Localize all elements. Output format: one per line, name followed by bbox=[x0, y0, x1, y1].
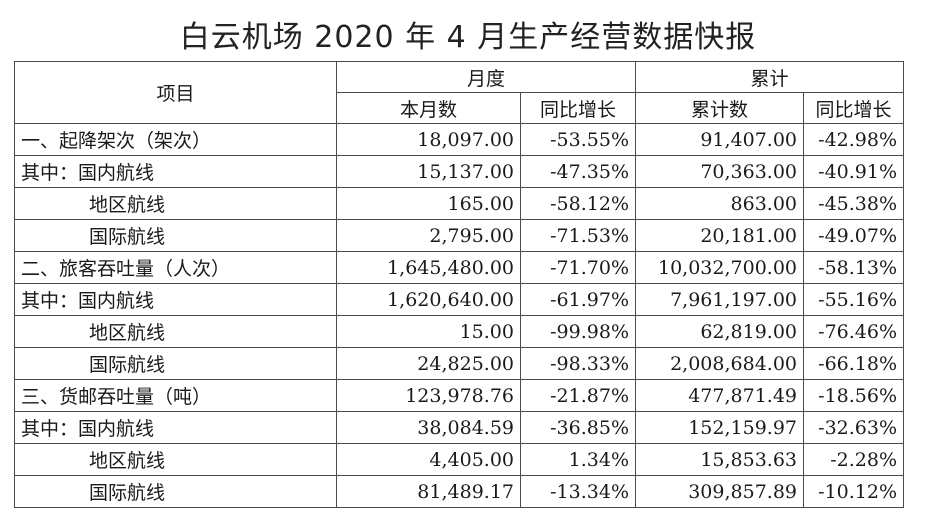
row-label: 其中：国内航线 bbox=[14, 283, 337, 316]
header-monthly: 月度 bbox=[335, 61, 637, 93]
row-label: 地区航线 bbox=[14, 315, 337, 348]
table-row: 其中：国内航线 38,084.59 -36.85% 152,159.97 -32.63% bbox=[14, 411, 905, 444]
row-label: 国际航线 bbox=[14, 475, 337, 508]
row-label: 地区航线 bbox=[14, 443, 337, 476]
cell-month-yoy: -47.35% bbox=[519, 155, 637, 188]
table-row: 国际航线 24,825.00 -98.33% 2,008,684.00 -66.18% bbox=[14, 347, 905, 380]
cell-this-month: 1,645,480.00 bbox=[336, 251, 521, 284]
table-row: 三、货邮吞吐量（吨） 123,978.76 -21.87% 477,871.49 -18… bbox=[14, 379, 905, 412]
table-row: 国际航线 81,489.17 -13.34% 309,857.89 -10.12% bbox=[14, 475, 905, 508]
cell-cumulative: 10,032,700.00 bbox=[635, 251, 805, 284]
page-title: 白云机场 2020 年 4 月生产经营数据快报 bbox=[179, 20, 757, 55]
cell-cum-yoy: -45.38% bbox=[803, 187, 905, 220]
cell-cum-yoy: -40.91% bbox=[803, 155, 905, 188]
cell-cum-yoy: -42.98% bbox=[803, 123, 905, 156]
table-row: 地区航线 4,405.00 1.34% 15,853.63 -2.28% bbox=[14, 443, 905, 476]
table-row: 一、起降架次（架次） 18,097.00 -53.55% 91,407.00 -42.9… bbox=[14, 123, 905, 156]
cell-cumulative: 477,871.49 bbox=[635, 379, 805, 412]
cell-this-month: 38,084.59 bbox=[336, 411, 521, 444]
cell-cum-yoy: -2.28% bbox=[803, 443, 905, 476]
cell-cumulative: 152,159.97 bbox=[635, 411, 805, 444]
cell-this-month: 15.00 bbox=[336, 315, 521, 348]
cell-month-yoy: -13.34% bbox=[519, 475, 637, 508]
table-row: 国际航线 2,795.00 -71.53% 20,181.00 -49.07% bbox=[14, 219, 905, 252]
header-this-month: 本月数 bbox=[336, 92, 521, 124]
cell-cumulative: 70,363.00 bbox=[635, 155, 805, 188]
row-label: 一、起降架次（架次） bbox=[14, 123, 337, 156]
cell-month-yoy: -53.55% bbox=[519, 123, 637, 156]
row-label: 国际航线 bbox=[14, 347, 337, 380]
table-body: 一、起降架次（架次） 18,097.00 -53.55% 91,407.00 -42.9… bbox=[14, 123, 905, 508]
cell-this-month: 24,825.00 bbox=[336, 347, 521, 380]
cell-cumulative: 309,857.89 bbox=[635, 475, 805, 508]
cell-this-month: 4,405.00 bbox=[336, 443, 521, 476]
cell-cumulative: 91,407.00 bbox=[635, 123, 805, 156]
header-item: 项目 bbox=[14, 61, 337, 124]
cell-cum-yoy: -49.07% bbox=[803, 219, 905, 252]
cell-cum-yoy: -18.56% bbox=[803, 379, 905, 412]
table-row: 其中：国内航线 15,137.00 -47.35% 70,363.00 -40.91% bbox=[14, 155, 905, 188]
cell-this-month: 165.00 bbox=[336, 187, 521, 220]
cell-month-yoy: -58.12% bbox=[519, 187, 637, 220]
row-label: 三、货邮吞吐量（吨） bbox=[14, 379, 337, 412]
row-label: 其中：国内航线 bbox=[14, 411, 337, 444]
cell-month-yoy: -21.87% bbox=[519, 379, 637, 412]
row-label: 国际航线 bbox=[14, 219, 337, 252]
table-row: 二、旅客吞吐量（人次） 1,645,480.00 -71.70% 10,032,700… bbox=[14, 251, 905, 284]
header-cum-yoy: 同比增长 bbox=[803, 92, 905, 124]
header-row-1: 项目 月度 累计 bbox=[14, 61, 905, 124]
cell-month-yoy: -71.53% bbox=[519, 219, 637, 252]
cell-cumulative: 62,819.00 bbox=[635, 315, 805, 348]
cell-cum-yoy: -32.63% bbox=[803, 411, 905, 444]
cell-month-yoy: -99.98% bbox=[519, 315, 637, 348]
header-month-yoy: 同比增长 bbox=[519, 92, 637, 124]
row-label: 地区航线 bbox=[14, 187, 337, 220]
table-header: 项目 月度 累计 本月数 同比增长 累计数 同比增长 bbox=[14, 61, 905, 124]
cell-this-month: 18,097.00 bbox=[336, 123, 521, 156]
table-row: 地区航线 165.00 -58.12% 863.00 -45.38% bbox=[14, 187, 905, 220]
cell-this-month: 15,137.00 bbox=[336, 155, 521, 188]
cell-cum-yoy: -76.46% bbox=[803, 315, 905, 348]
header-cumulative: 累计 bbox=[635, 61, 905, 93]
cell-this-month: 2,795.00 bbox=[336, 219, 521, 252]
cell-cum-yoy: -55.16% bbox=[803, 283, 905, 316]
row-label: 其中：国内航线 bbox=[14, 155, 337, 188]
cell-month-yoy: -36.85% bbox=[519, 411, 637, 444]
cell-cum-yoy: -66.18% bbox=[803, 347, 905, 380]
cell-this-month: 81,489.17 bbox=[336, 475, 521, 508]
row-label: 二、旅客吞吐量（人次） bbox=[14, 251, 337, 284]
cell-cumulative: 863.00 bbox=[635, 187, 805, 220]
cell-cum-yoy: -10.12% bbox=[803, 475, 905, 508]
cell-this-month: 123,978.76 bbox=[336, 379, 521, 412]
cell-month-yoy: -71.70% bbox=[519, 251, 637, 284]
cell-month-yoy: -61.97% bbox=[519, 283, 637, 316]
cell-cumulative: 2,008,684.00 bbox=[635, 347, 805, 380]
header-row-2: 本月数 同比增长 累计数 同比增长 bbox=[15, 92, 905, 124]
cell-cum-yoy: -58.13% bbox=[803, 251, 905, 284]
table-row: 地区航线 15.00 -99.98% 62,819.00 -76.46% bbox=[14, 315, 905, 348]
cell-this-month: 1,620,640.00 bbox=[336, 283, 521, 316]
cell-month-yoy: 1.34% bbox=[519, 443, 637, 476]
cell-cumulative: 7,961,197.00 bbox=[635, 283, 805, 316]
cell-cumulative: 15,853.63 bbox=[635, 443, 805, 476]
header-cumulative-count: 累计数 bbox=[635, 92, 805, 124]
cell-month-yoy: -98.33% bbox=[519, 347, 637, 380]
data-table: 项目 月度 累计 本月数 同比增长 累计数 同比增长 一、起降架次（架次） 18,… bbox=[14, 61, 905, 508]
cell-cumulative: 20,181.00 bbox=[635, 219, 805, 252]
table-row: 其中：国内航线 1,620,640.00 -61.97% 7,961,197.00 -5… bbox=[14, 283, 905, 316]
